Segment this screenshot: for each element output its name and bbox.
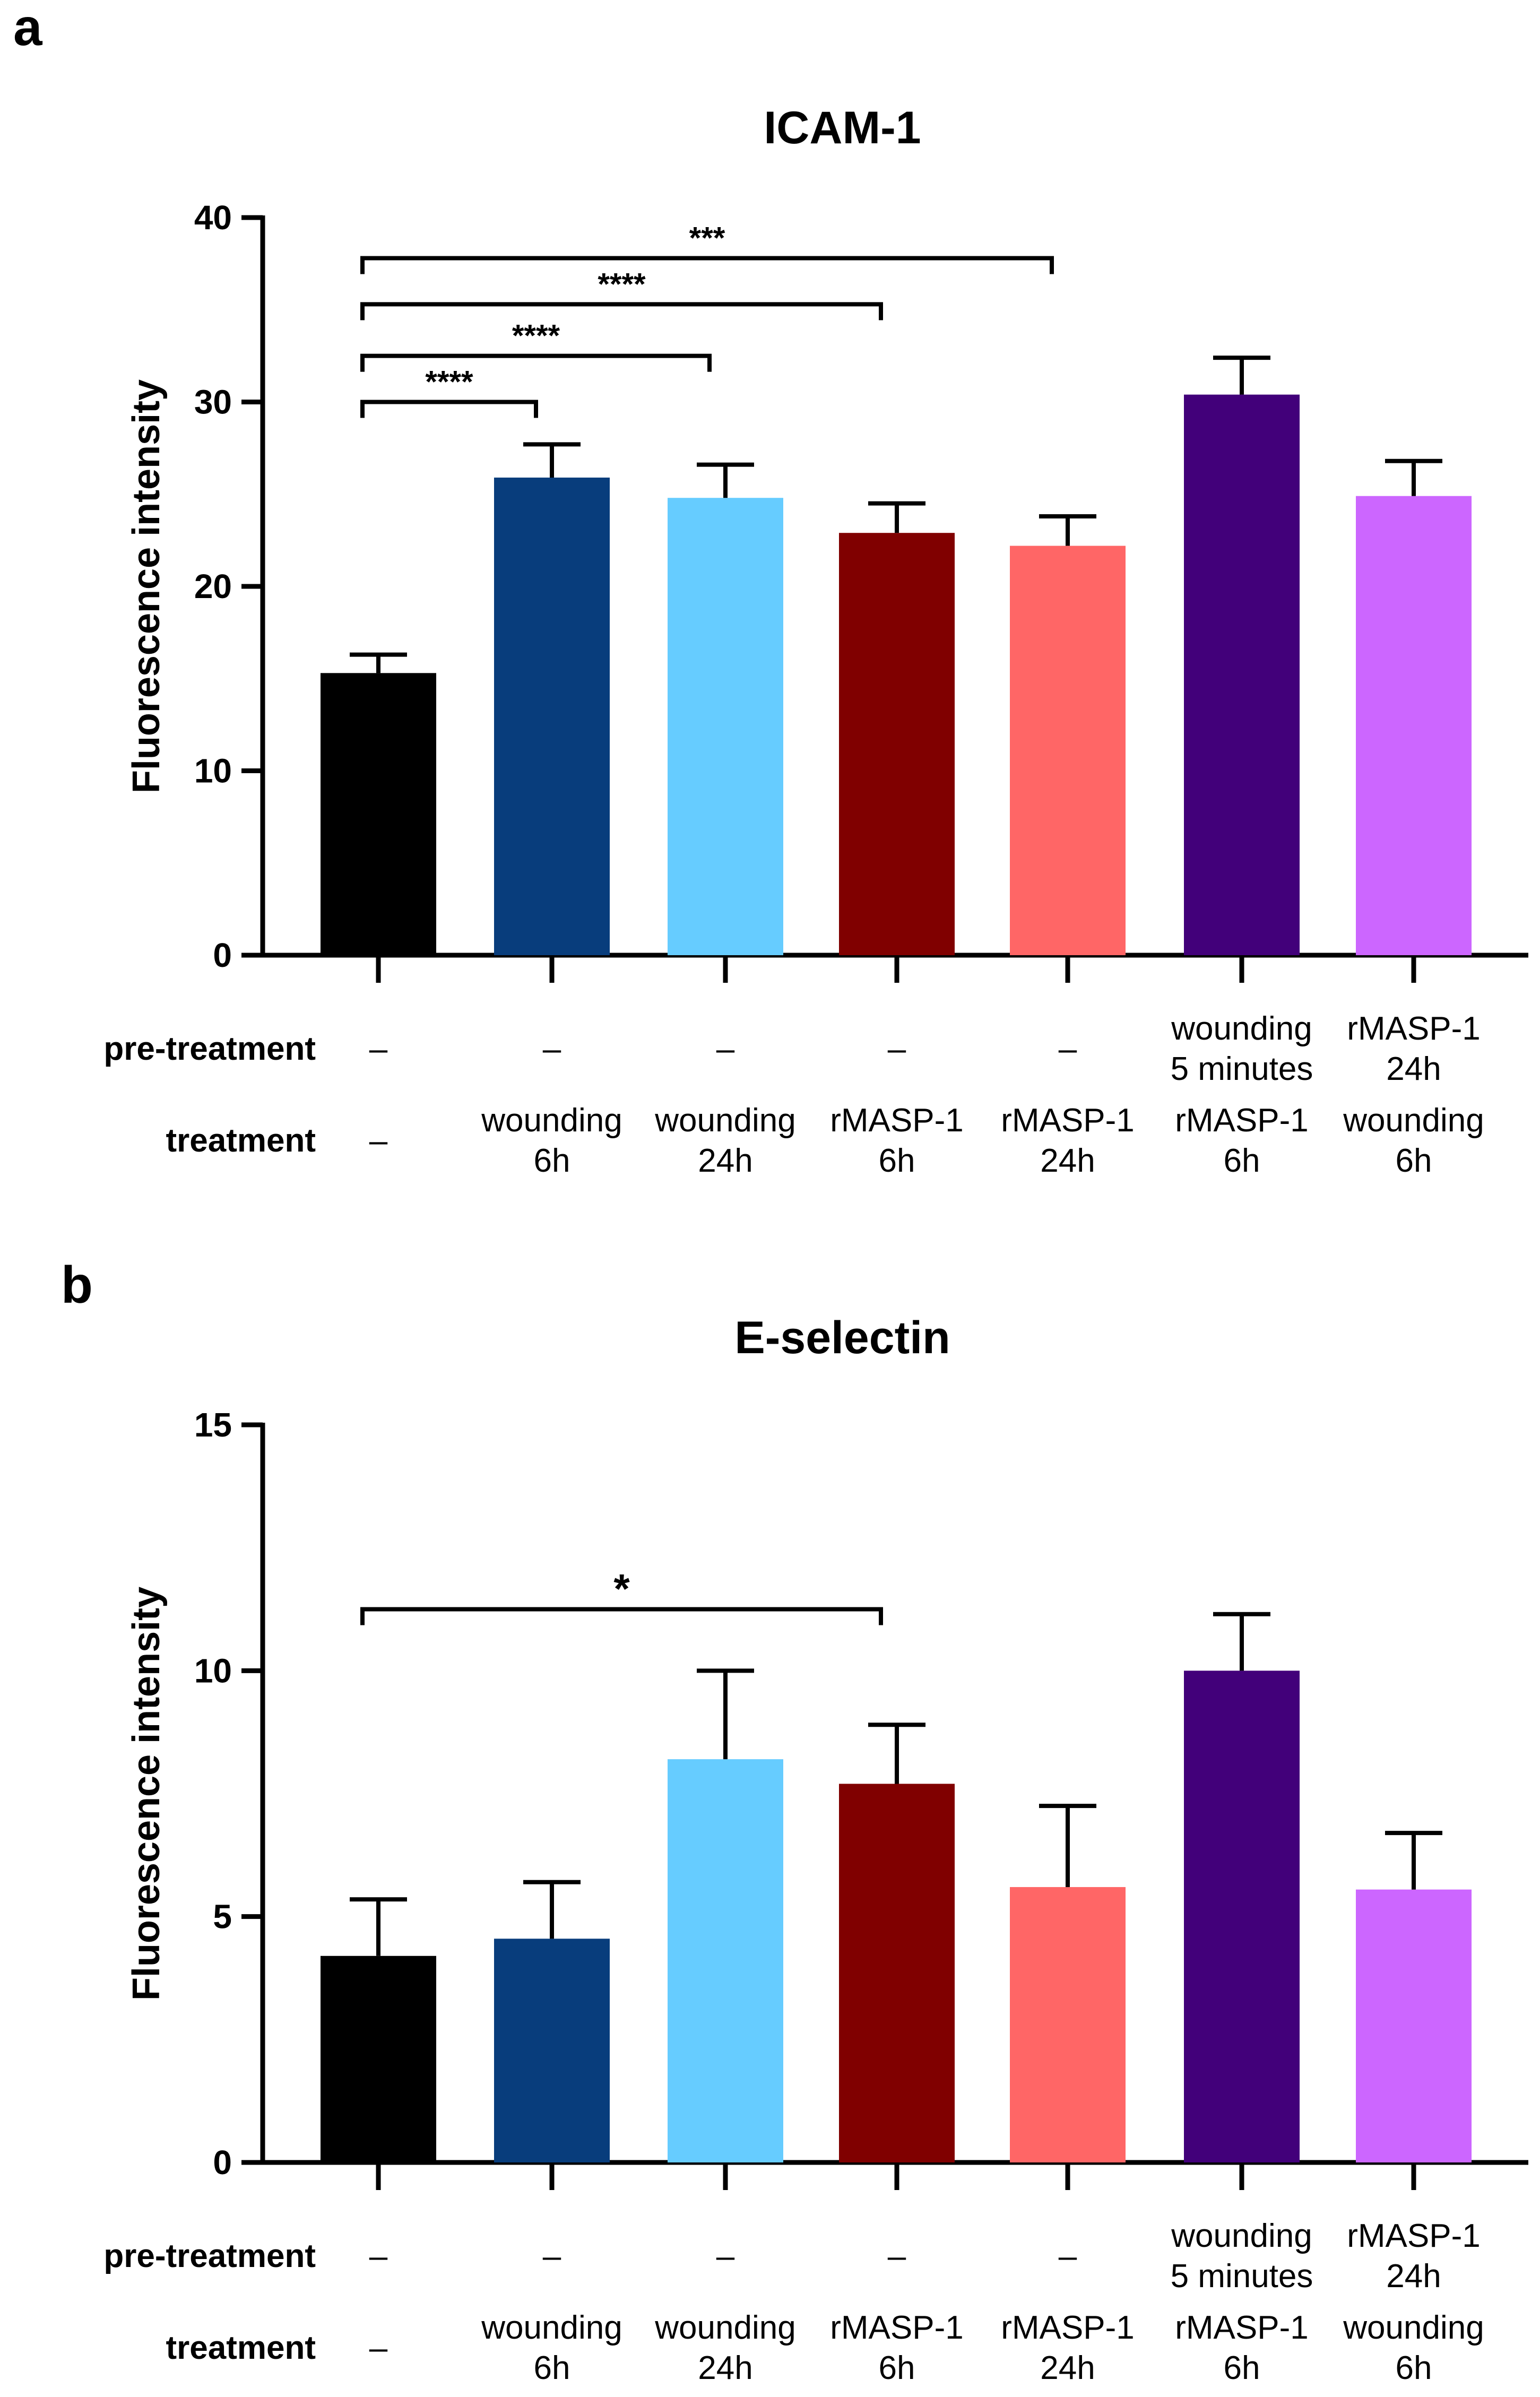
treatment-cell: 6h bbox=[1396, 2350, 1432, 2386]
y-tick-label: 5 bbox=[213, 1898, 232, 1936]
treatment-cell: 24h bbox=[1040, 2350, 1095, 2386]
y-tick-label: 0 bbox=[213, 2143, 232, 2182]
treatment-cell: rMASP-1 bbox=[1175, 2309, 1308, 2346]
treatment-cell: wounding bbox=[1343, 2309, 1484, 2346]
y-tick-label: 10 bbox=[194, 1651, 232, 1690]
significance-label: **** bbox=[512, 319, 560, 353]
bar bbox=[1184, 1671, 1300, 2162]
chart-panel-b: E-selectin Fluorescence intensity 0 5 10 15 pr… bbox=[103, 1312, 1528, 2386]
treatment-cell: wounding bbox=[481, 1102, 622, 1139]
treatment-cell: 24h bbox=[1040, 1143, 1095, 1179]
treatment-row-label: treatment bbox=[166, 1122, 316, 1159]
bar bbox=[1356, 1889, 1472, 2162]
pre-treatment-cell: wounding bbox=[1171, 1010, 1312, 1047]
pre-treatment-cell: 24h bbox=[1386, 1051, 1441, 1087]
treatment-row-label: treatment bbox=[166, 2330, 316, 2366]
treatment-cell: – bbox=[369, 1122, 388, 1159]
y-tick-label: 40 bbox=[194, 198, 232, 237]
treatment-cell: wounding bbox=[481, 2309, 622, 2346]
pre-treatment-cell: 5 minutes bbox=[1171, 1051, 1313, 1087]
pre-treatment-cell: 5 minutes bbox=[1171, 2258, 1313, 2295]
pre-treatment-cell: – bbox=[543, 2238, 561, 2274]
y-tick-label: 30 bbox=[194, 383, 232, 421]
treatment-cell: rMASP-1 bbox=[1175, 1102, 1308, 1139]
y-tick-label: 15 bbox=[194, 1406, 232, 1444]
significance-bracket bbox=[360, 400, 538, 418]
bar bbox=[668, 498, 783, 955]
y-tick-label: 10 bbox=[194, 752, 232, 790]
pre-treatment-cell: – bbox=[888, 1031, 906, 1067]
pre-treatment-cell: – bbox=[369, 1031, 388, 1067]
treatment-cell: 6h bbox=[1224, 2350, 1260, 2386]
bar bbox=[494, 1939, 610, 2162]
pre-treatment-cell: – bbox=[1059, 1031, 1077, 1067]
y-axis-label: Fluorescence intensity bbox=[125, 379, 168, 793]
pre-treatment-row-label: pre-treatment bbox=[103, 2238, 316, 2274]
bar bbox=[1356, 496, 1472, 955]
bar bbox=[321, 673, 436, 955]
pre-treatment-cell: – bbox=[543, 1031, 561, 1067]
bar bbox=[494, 477, 610, 955]
pre-treatment-row-label: pre-treatment bbox=[103, 1031, 316, 1067]
treatment-cell: – bbox=[369, 2330, 388, 2366]
panel-a-letter: a bbox=[13, 0, 43, 56]
pre-treatment-cell: 24h bbox=[1386, 2258, 1441, 2295]
bar bbox=[1184, 394, 1300, 955]
treatment-cell: wounding bbox=[1343, 1102, 1484, 1139]
treatment-cell: 6h bbox=[534, 1143, 570, 1179]
significance-label: * bbox=[613, 1565, 630, 1612]
y-tick-label: 20 bbox=[194, 567, 232, 605]
significance-bracket bbox=[360, 256, 1054, 274]
pre-treatment-cell: – bbox=[369, 2238, 388, 2274]
bar bbox=[1010, 1887, 1126, 2162]
treatment-cell: rMASP-1 bbox=[1001, 2309, 1134, 2346]
pre-treatment-cell: wounding bbox=[1171, 2218, 1312, 2254]
significance-bracket bbox=[360, 353, 712, 372]
treatment-cell: 6h bbox=[1224, 1143, 1260, 1179]
treatment-cell: 6h bbox=[534, 2350, 570, 2386]
treatment-cell: 6h bbox=[1396, 1143, 1432, 1179]
pre-treatment-cell: – bbox=[716, 1031, 735, 1067]
bar bbox=[321, 1955, 436, 2162]
pre-treatment-cell: – bbox=[716, 2238, 735, 2274]
significance-bracket bbox=[360, 1607, 883, 1625]
treatment-cell: wounding bbox=[654, 1102, 795, 1139]
significance-label: **** bbox=[425, 365, 473, 400]
pre-treatment-cell: rMASP-1 bbox=[1347, 1010, 1480, 1047]
panel-b-letter: b bbox=[61, 1256, 93, 1314]
treatment-cell: wounding bbox=[654, 2309, 795, 2346]
bar bbox=[1010, 546, 1126, 955]
significance-label: *** bbox=[689, 221, 725, 255]
pre-treatment-cell: rMASP-1 bbox=[1347, 2218, 1480, 2254]
treatment-cell: 6h bbox=[879, 2350, 915, 2386]
y-axis-label: Fluorescence intensity bbox=[125, 1587, 168, 2001]
bar bbox=[839, 1784, 955, 2162]
treatment-cell: 24h bbox=[698, 2350, 752, 2386]
bar bbox=[668, 1759, 783, 2162]
bar bbox=[839, 533, 955, 955]
treatment-cell: rMASP-1 bbox=[1001, 1102, 1134, 1139]
treatment-cell: rMASP-1 bbox=[830, 1102, 963, 1139]
treatment-cell: 6h bbox=[879, 1143, 915, 1179]
treatment-cell: 24h bbox=[698, 1143, 752, 1179]
y-tick-label: 0 bbox=[213, 936, 232, 974]
pre-treatment-cell: – bbox=[888, 2238, 906, 2274]
chart-panel-a: ICAM-1 Fluorescence intensity 0 10 20 30 40 pre… bbox=[103, 102, 1528, 1179]
chart-title: E-selectin bbox=[734, 1312, 950, 1363]
significance-label: **** bbox=[598, 267, 646, 301]
chart-title: ICAM-1 bbox=[764, 102, 921, 153]
pre-treatment-cell: – bbox=[1059, 2238, 1077, 2274]
treatment-cell: rMASP-1 bbox=[830, 2309, 963, 2346]
significance-bracket bbox=[360, 302, 883, 321]
